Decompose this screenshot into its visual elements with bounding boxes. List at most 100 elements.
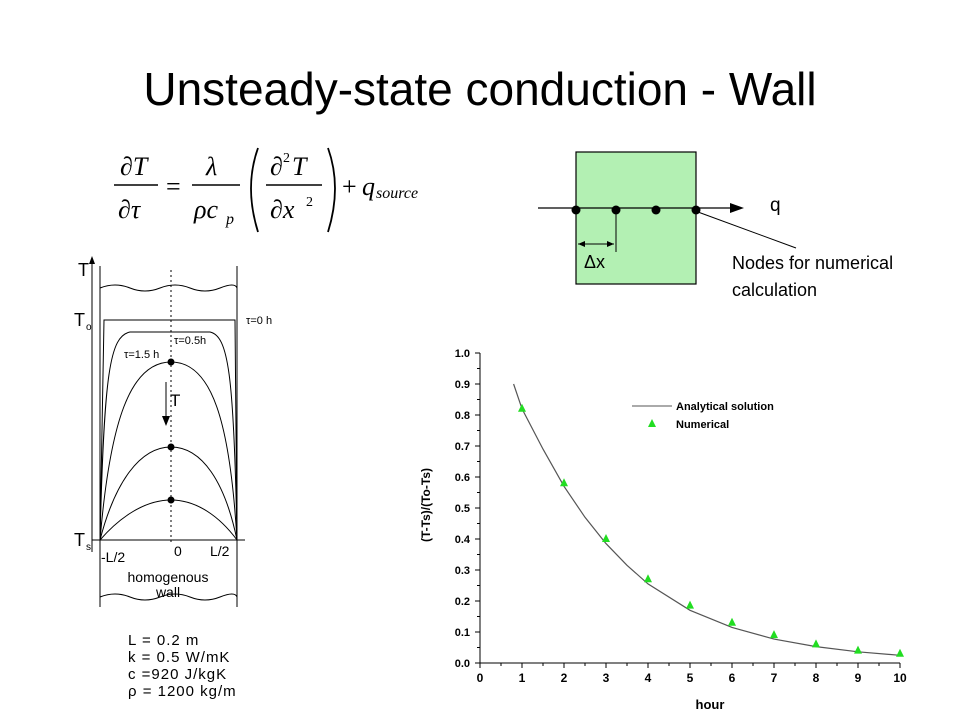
heat-equation: ∂T ∂τ = λ ρc p ∂ 2 T ∂x 2 + q source <box>114 147 418 233</box>
t-axis-label: T <box>78 260 89 280</box>
numerical-point <box>896 648 904 657</box>
wall-label-line-2: wall <box>155 584 180 600</box>
node-2 <box>611 205 621 215</box>
eq-source-subscript: source <box>376 185 418 202</box>
y-tick-label: 0.7 <box>455 441 470 453</box>
center-dot-3 <box>167 496 175 504</box>
x-tick-label: 2 <box>561 671 568 685</box>
eq-inner-numerator: ∂ <box>270 152 283 181</box>
numerical-point <box>812 639 820 648</box>
t0-subscript: o <box>86 322 92 333</box>
y-tick-label: 0.8 <box>455 410 470 422</box>
chart-legend: Analytical solution Numerical <box>632 401 774 431</box>
eq-plus: + <box>342 172 357 201</box>
profile-tau-15 <box>99 361 238 541</box>
material-properties: L = 0.2 m k = 0.5 W/mK c =920 J/kgK ρ = … <box>128 632 237 700</box>
x-tick-label: 0 <box>477 671 484 685</box>
heat-flux-label: q <box>770 195 781 216</box>
eq-coef-subscript: p <box>225 211 234 228</box>
heat-flow-arrowhead <box>730 203 744 213</box>
chart-x-label: hour <box>696 697 725 712</box>
x-tick-label: 4 <box>645 671 652 685</box>
numerical-point <box>686 600 694 609</box>
numerical-point <box>854 645 862 654</box>
left-x-label: -L/2 <box>101 549 125 565</box>
legend-analytical-label: Analytical solution <box>676 401 774 413</box>
nodes-note-line-1: Nodes for numerical <box>732 253 894 273</box>
property-length: L = 0.2 m <box>128 632 200 649</box>
eq-coef-numerator: λ <box>205 152 217 181</box>
node-diagram <box>538 151 797 285</box>
eq-inner-num-sup: 2 <box>283 151 290 166</box>
t-axis-arrowhead <box>89 256 95 264</box>
y-tick-label: 0.6 <box>455 472 470 484</box>
x-tick-label: 1 <box>519 671 526 685</box>
dx-arrow-left <box>578 241 585 247</box>
property-density: ρ = 1200 kg/m <box>128 683 237 700</box>
x-tick-label: 8 <box>813 671 820 685</box>
profile-later-2 <box>99 499 238 541</box>
chart-marks <box>513 383 904 657</box>
property-conductivity: k = 0.5 W/mK <box>128 649 231 666</box>
x-tick-label: 9 <box>855 671 862 685</box>
y-tick-label: 0.3 <box>455 565 470 577</box>
wall-block <box>575 151 697 285</box>
numerical-point <box>518 403 526 412</box>
dx-arrow-right <box>607 241 614 247</box>
node-3 <box>651 205 661 215</box>
eq-inner-denominator: ∂x <box>270 195 295 224</box>
y-tick-label: 1.0 <box>455 348 470 360</box>
tau-05-label: τ=0.5h <box>174 335 206 347</box>
center-x-label: 0 <box>174 543 182 559</box>
ts-subscript: s <box>86 542 91 553</box>
legend-numerical-label: Numerical <box>676 419 729 431</box>
legend-marker-swatch <box>648 419 656 427</box>
eq-inner-num-t: T <box>292 152 308 181</box>
wall-label-line-1: homogenous <box>128 569 209 585</box>
eq-source: q <box>362 172 375 201</box>
analytical-solution-line <box>513 383 901 656</box>
tau-0-label: τ=0 h <box>246 315 272 327</box>
nodes-leader-line <box>697 211 797 249</box>
y-tick-label: 0.2 <box>455 596 470 608</box>
dx-label: Δx <box>584 252 606 272</box>
chart-y-label: (T-Ts)/(To-Ts) <box>419 468 433 542</box>
ts-label: T <box>74 530 85 550</box>
eq-coef-denominator: ρc <box>193 195 218 224</box>
nodes-note: Nodes for numerical calculation <box>732 250 893 304</box>
t-arrow-label: T <box>170 391 180 410</box>
x-tick-label: 3 <box>603 671 610 685</box>
right-x-label: L/2 <box>210 543 230 559</box>
x-tick-label: 7 <box>771 671 778 685</box>
numerical-point <box>770 630 778 639</box>
y-tick-label: 0.4 <box>455 534 471 546</box>
temperature-profile-diagram: T T o T s T τ=0 h τ=0.5h τ=1.5 h -L/2 0 … <box>74 256 272 607</box>
y-tick-label: 0.9 <box>455 379 470 391</box>
center-dot-2 <box>167 443 175 451</box>
center-dot-1 <box>167 358 175 366</box>
analytical-vs-numerical-chart: 0.0 0.1 0.2 0.3 0.4 0.5 0.6 0.7 0.8 0.9 1.0 0 1 2 3 4 5 6… <box>419 348 907 712</box>
x-tick-label: 6 <box>729 671 736 685</box>
t0-label: T <box>74 310 85 330</box>
numerical-point <box>560 478 568 487</box>
profile-tau-0 <box>99 319 238 541</box>
profile-tau-05 <box>99 331 238 541</box>
tau-15-label: τ=1.5 h <box>124 349 159 361</box>
eq-equals: = <box>166 172 181 201</box>
property-heat-capacity: c =920 J/kgK <box>128 666 228 683</box>
node-1 <box>571 205 581 215</box>
profile-later-1 <box>99 446 238 541</box>
wall-bottom-break <box>99 593 238 601</box>
numerical-point <box>728 617 736 626</box>
nodes-note-line-2: calculation <box>732 280 818 300</box>
numerical-point <box>644 574 652 583</box>
chart-axes: 0.0 0.1 0.2 0.3 0.4 0.5 0.6 0.7 0.8 0.9 1.0 0 1 2 3 4 5 6… <box>455 348 907 685</box>
y-tick-label: 0.0 <box>455 658 470 670</box>
eq-inner-den-sup: 2 <box>306 195 313 210</box>
numerical-point <box>602 534 610 542</box>
wall-top-break <box>99 284 238 292</box>
eq-lhs-numerator: ∂T <box>120 152 149 181</box>
y-tick-label: 0.5 <box>455 503 470 515</box>
x-tick-label: 5 <box>687 671 694 685</box>
x-tick-label: 10 <box>893 671 907 685</box>
